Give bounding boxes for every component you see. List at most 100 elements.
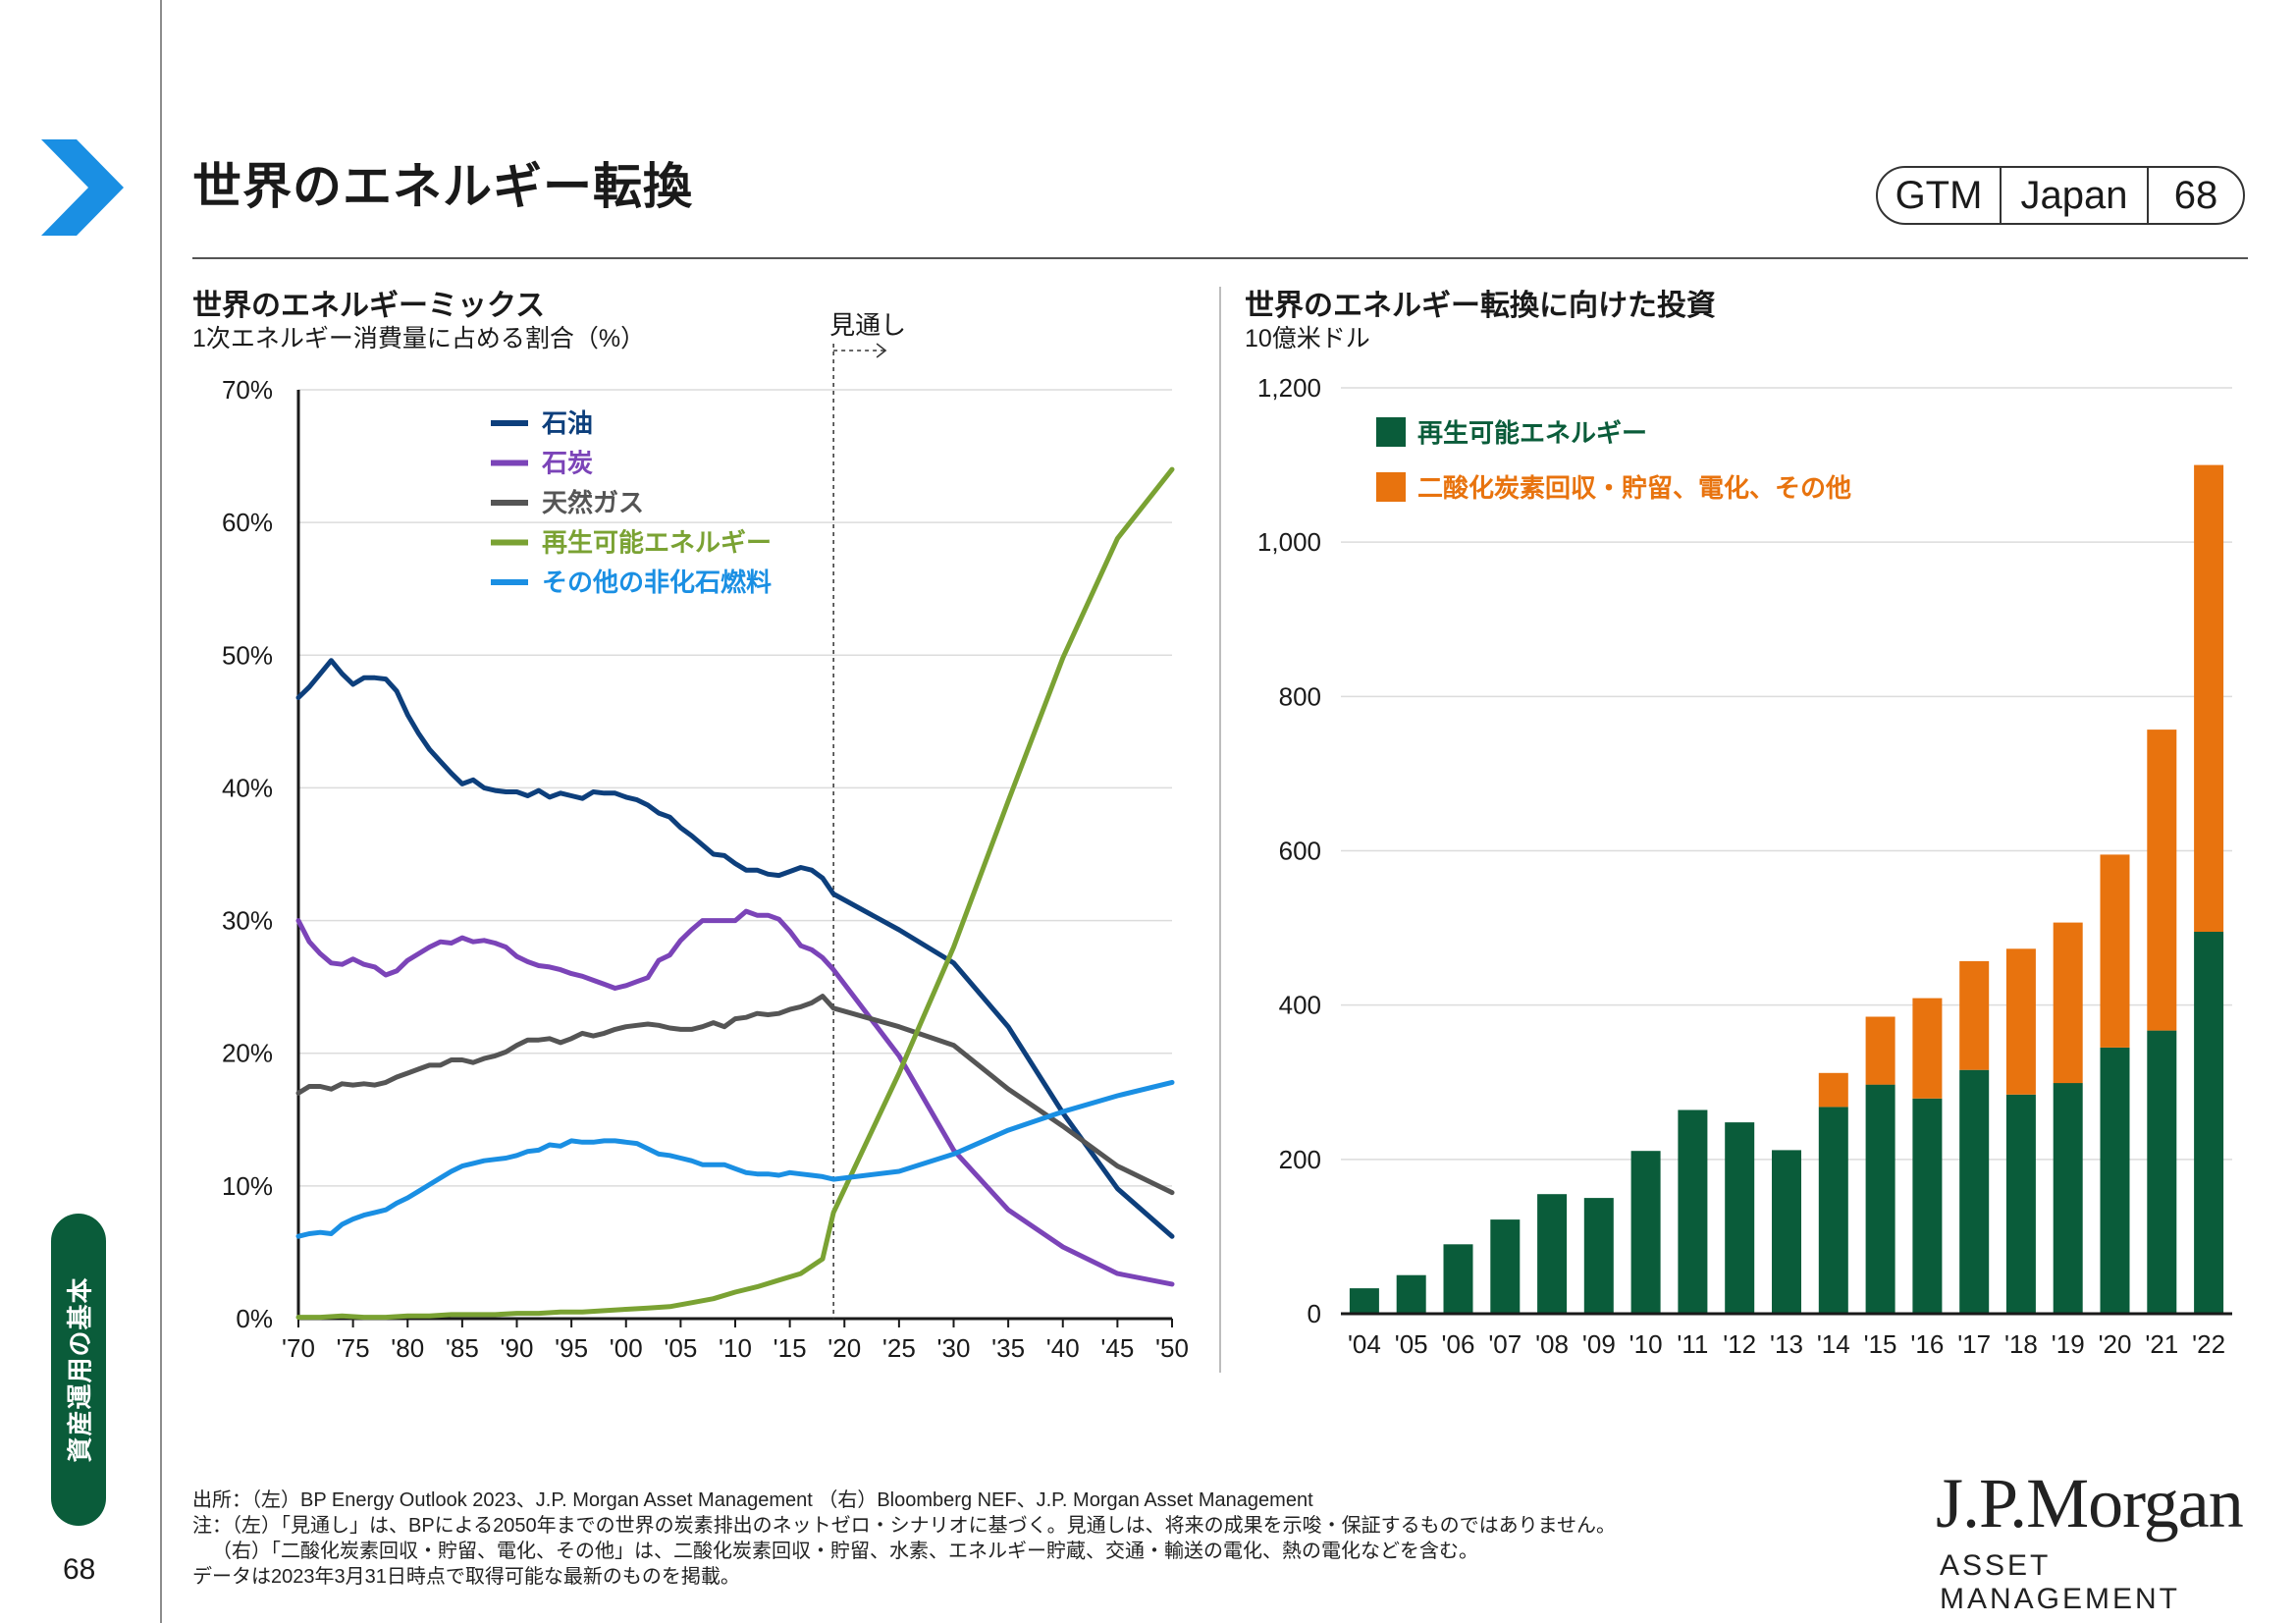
- legend-label: 石炭: [541, 449, 593, 478]
- side-tab-label: 資産運用の基本: [65, 1276, 95, 1463]
- footnote-date: データは2023年3月31日時点で取得可能な最新のものを掲載。: [192, 1566, 740, 1588]
- x-tick-label: '07: [1488, 1329, 1522, 1359]
- x-tick-label: '16: [1910, 1329, 1944, 1359]
- badge-number: 68: [2173, 173, 2218, 217]
- x-tick-label: '15: [774, 1333, 807, 1363]
- bar-segment-1: [1678, 1109, 1708, 1314]
- x-tick-label: '21: [2145, 1329, 2178, 1359]
- legend-label: 二酸化炭素回収・貯留、電化、その他: [1417, 473, 1851, 503]
- bar-segment-1: [2147, 1030, 2177, 1314]
- page-number: 68: [63, 1553, 96, 1586]
- left-panel-subtitle: 1次エネルギー消費量に占める割合（%）: [192, 325, 646, 352]
- bar-segment-1: [1396, 1274, 1426, 1314]
- legend-label: 再生可能エネルギー: [542, 528, 772, 558]
- y-tick-label: 1,200: [1257, 373, 1321, 403]
- footnote-source: 出所：（左）BP Energy Outlook 2023、J.P. Morgan…: [192, 1489, 1313, 1511]
- x-tick-label: '10: [719, 1333, 752, 1363]
- x-tick-label: '45: [1100, 1333, 1134, 1363]
- left-margin-rule: [160, 0, 162, 1623]
- right-panel-title: 世界のエネルギー転換に向けた投資: [1245, 290, 1716, 322]
- header-divider: [192, 257, 2248, 259]
- x-tick-label: '40: [1046, 1333, 1080, 1363]
- x-tick-label: '09: [1582, 1329, 1616, 1359]
- x-tick-label: '17: [1957, 1329, 1991, 1359]
- x-tick-label: '19: [2052, 1329, 2085, 1359]
- x-tick-label: '11: [1677, 1329, 1708, 1359]
- y-tick-label: 1,000: [1257, 527, 1321, 557]
- bar-segment-1: [1725, 1122, 1755, 1314]
- bar-segment-1: [1912, 1098, 1943, 1314]
- legend-label: その他の非化石燃料: [542, 568, 772, 597]
- bar-segment-1: [1583, 1198, 1614, 1314]
- chevron-right-icon: [41, 139, 124, 236]
- x-tick-label: '06: [1442, 1329, 1475, 1359]
- x-tick-label: '05: [664, 1333, 697, 1363]
- x-tick-label: '20: [2099, 1329, 2132, 1359]
- section-badge: GTM Japan 68: [1876, 166, 2245, 225]
- bar-segment-1: [2005, 1094, 2036, 1314]
- bar-segment-2: [2194, 464, 2224, 932]
- forecast-label: 見通し: [829, 310, 906, 340]
- y-tick-label: 0: [1308, 1299, 1321, 1328]
- bar-segment-1: [1630, 1151, 1661, 1314]
- x-tick-label: '10: [1629, 1329, 1663, 1359]
- bar-segment-1: [1537, 1194, 1568, 1314]
- series-line-1: [295, 658, 1175, 1239]
- y-tick-label: 20%: [222, 1039, 273, 1068]
- legend-label: 石油: [541, 408, 593, 438]
- bar-segment-2: [1912, 998, 1943, 1099]
- y-tick-label: 40%: [222, 773, 273, 802]
- forecast-arrowhead: [876, 343, 887, 358]
- energy-mix-line-chart: 0% 10% 20% 30% 40% 50% 60% 70% '70 '75 '80 '85 '90 '9…: [222, 310, 1189, 1363]
- bar-segment-1: [2100, 1047, 2130, 1314]
- legend-swatch: [1376, 417, 1406, 447]
- footnote-note: 注：（左）「見通し」は、BPによる2050年までの世界の炭素排出のネットゼロ・シ…: [192, 1515, 1616, 1537]
- badge-region: Japan: [2002, 168, 2149, 223]
- left-panel-title: 世界のエネルギーミックス: [192, 290, 546, 322]
- x-tick-label: '85: [446, 1333, 479, 1363]
- bar-segment-1: [1865, 1084, 1896, 1314]
- jpmorgan-logo: J.P.Morgan: [1936, 1464, 2244, 1542]
- bar-segment-1: [1490, 1219, 1521, 1314]
- y-tick-label: 10%: [222, 1171, 273, 1201]
- bar-segment-2: [2005, 948, 2036, 1095]
- bar-segment-2: [1959, 960, 1990, 1070]
- bar-segment-1: [1818, 1107, 1848, 1314]
- x-tick-label: '04: [1348, 1329, 1381, 1359]
- bar-segment-1: [1772, 1150, 1801, 1314]
- x-tick-label: '25: [882, 1333, 916, 1363]
- bar-segment-1: [2053, 1083, 2083, 1314]
- x-tick-label: '20: [828, 1333, 861, 1363]
- right-panel-subtitle: 10億米ドル: [1245, 325, 1370, 352]
- y-tick-label: 50%: [222, 640, 273, 670]
- x-tick-label: '14: [1817, 1329, 1850, 1359]
- y-tick-label: 60%: [222, 508, 273, 537]
- series-line-5: [295, 1079, 1175, 1239]
- bar-segment-2: [2100, 854, 2130, 1048]
- x-tick-label: '90: [501, 1333, 534, 1363]
- bar-segment-2: [2147, 730, 2177, 1031]
- legend-label: 再生可能エネルギー: [1417, 418, 1647, 448]
- y-tick-label: 70%: [222, 375, 273, 405]
- y-tick-label: 0%: [236, 1304, 273, 1333]
- legend-label: 天然ガス: [542, 488, 644, 517]
- x-tick-label: '18: [2004, 1329, 2038, 1359]
- x-tick-label: '05: [1395, 1329, 1428, 1359]
- x-tick-label: '08: [1535, 1329, 1569, 1359]
- x-tick-label: '95: [555, 1333, 588, 1363]
- x-tick-label: '70: [282, 1333, 315, 1363]
- legend-swatch: [1376, 472, 1406, 502]
- bar-segment-2: [1865, 1016, 1896, 1085]
- x-tick-label: '75: [337, 1333, 370, 1363]
- x-tick-label: '00: [610, 1333, 643, 1363]
- series-line-4: [295, 466, 1175, 1321]
- x-tick-label: '15: [1864, 1329, 1897, 1359]
- x-tick-label: '35: [991, 1333, 1025, 1363]
- x-tick-label: '12: [1723, 1329, 1756, 1359]
- badge-gtm: GTM: [1878, 168, 2002, 223]
- y-tick-label: 400: [1279, 991, 1321, 1020]
- bar-segment-1: [1349, 1288, 1379, 1314]
- bar-segment-2: [1818, 1072, 1848, 1108]
- section-side-tab[interactable]: 資産運用の基本: [51, 1214, 106, 1526]
- x-tick-label: '50: [1155, 1333, 1189, 1363]
